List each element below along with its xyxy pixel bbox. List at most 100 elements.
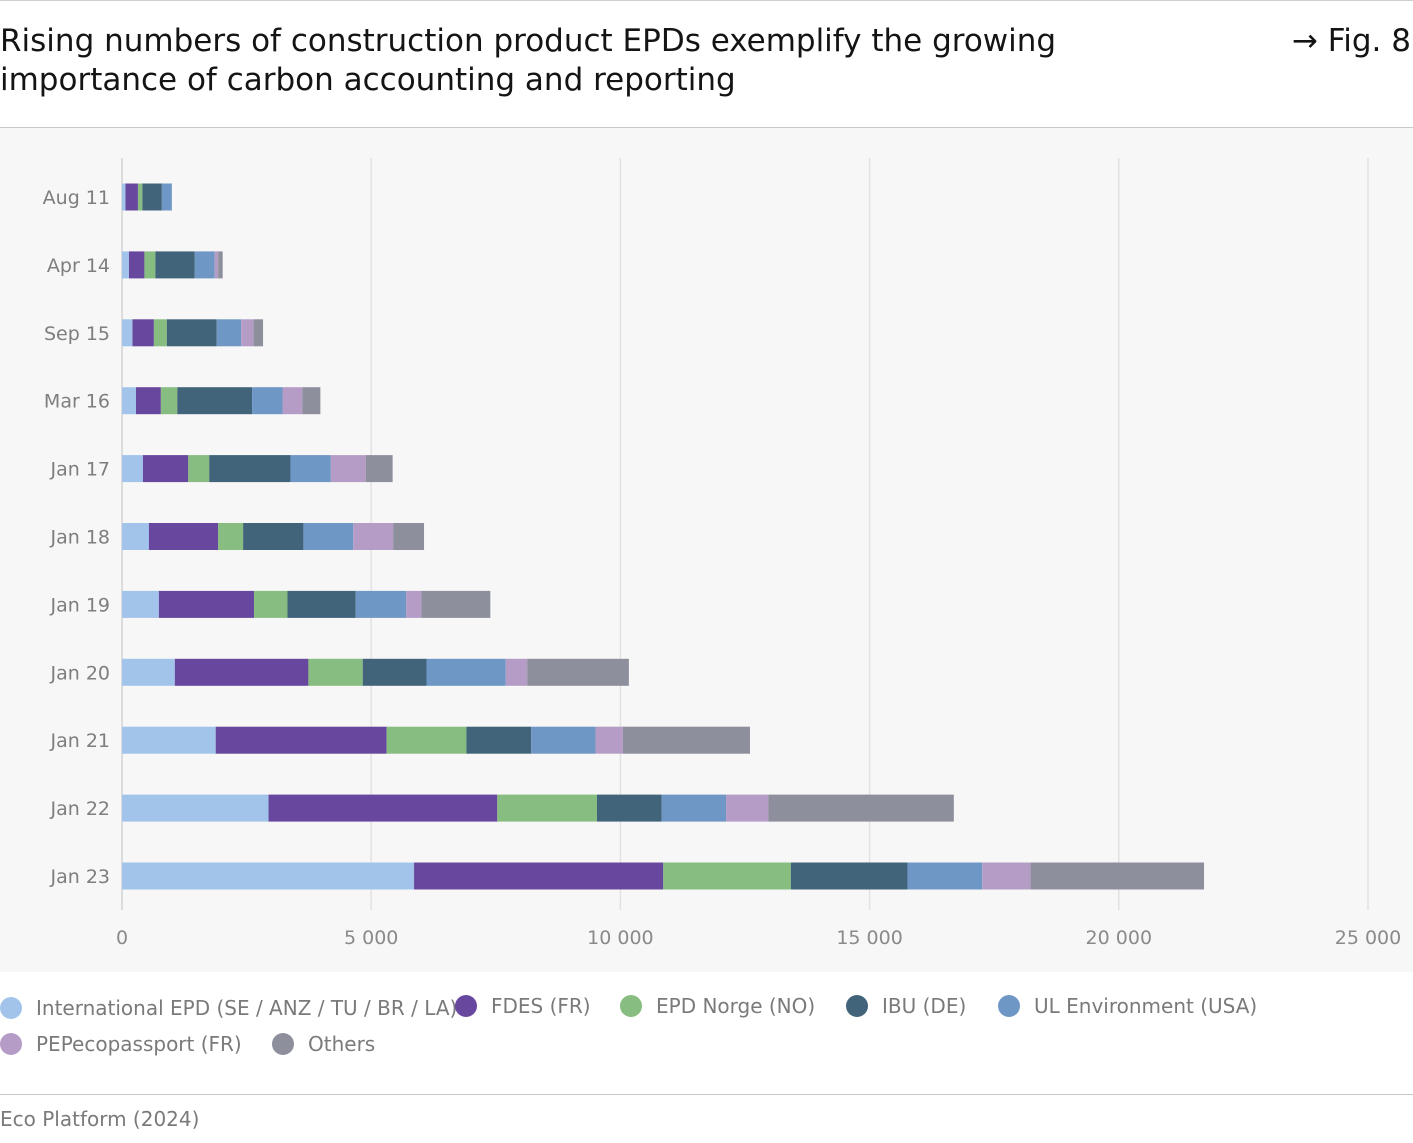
bar-segment xyxy=(1030,862,1205,890)
bar-segment xyxy=(128,251,145,279)
bar-segment xyxy=(527,658,629,686)
bar-segment xyxy=(122,590,159,618)
legend-item: IBU (DE) xyxy=(846,994,966,1018)
bar-segment xyxy=(216,319,242,347)
legend-item: Others xyxy=(272,1032,375,1056)
source-note: Eco Platform (2024) xyxy=(0,1107,200,1131)
y-category-label: Jan 21 xyxy=(49,730,110,752)
chart-panel: 0 5 000 10 000 15 000 20 000 25 000 Aug 11 Apr … xyxy=(0,128,1413,972)
bar-segment xyxy=(282,387,303,415)
legend-swatch xyxy=(0,1033,22,1055)
bar-segment xyxy=(596,794,662,822)
bar-segment xyxy=(174,658,309,686)
figure-reference: → Fig. 8 xyxy=(1291,23,1411,59)
legend-swatch xyxy=(620,995,642,1017)
chart-title: Rising numbers of construction product E… xyxy=(0,23,1057,98)
legend-label: IBU (DE) xyxy=(882,994,967,1018)
bar-segment xyxy=(268,794,498,822)
bar-segment xyxy=(177,387,253,415)
bar-segment xyxy=(353,523,394,550)
x-tick-label: 15 000 xyxy=(836,927,902,949)
legend-label: International EPD (SE / ANZ / TU / BR / … xyxy=(36,996,458,1020)
y-category-label: Jan 18 xyxy=(49,527,110,549)
bar-segment xyxy=(125,183,138,211)
bar-segment xyxy=(386,726,467,754)
legend-label: FDES (FR) xyxy=(491,994,591,1018)
bar-segment xyxy=(122,319,133,347)
y-category-label: Mar 16 xyxy=(44,391,110,413)
bar-segment xyxy=(209,455,291,483)
y-category-label: Apr 14 xyxy=(47,255,110,277)
bar-segment xyxy=(308,658,363,686)
bar-segment xyxy=(290,455,331,483)
title-divider xyxy=(0,127,1413,128)
legend-item: FDES (FR) xyxy=(455,994,591,1018)
bar-segment xyxy=(142,455,189,483)
bar-segment xyxy=(122,862,415,890)
bar-segment xyxy=(406,590,422,618)
bar-segment xyxy=(158,590,255,618)
bar-segment xyxy=(122,726,216,754)
top-rule xyxy=(0,0,1413,1)
bar-segment xyxy=(790,862,908,890)
y-category-label: Sep 15 xyxy=(44,323,110,345)
bar-segment xyxy=(122,455,143,483)
legend-item: UL Environment (USA) xyxy=(998,994,1257,1018)
legend-swatch xyxy=(846,995,868,1017)
x-tick-label: 0 xyxy=(116,927,128,949)
bar-segment xyxy=(214,251,219,279)
bar-segment xyxy=(243,523,304,550)
x-tick-label: 5 000 xyxy=(344,927,398,949)
bar-segment xyxy=(122,183,126,211)
x-tick-label: 20 000 xyxy=(1086,927,1152,949)
bar-segment xyxy=(241,319,254,347)
bar-segment xyxy=(726,794,769,822)
legend-swatch xyxy=(0,997,22,1019)
bar-segment xyxy=(302,387,321,415)
y-category-label: Jan 22 xyxy=(49,798,110,820)
y-category-label: Jan 19 xyxy=(49,594,110,616)
x-tick-label: 10 000 xyxy=(587,927,653,949)
y-category-label: Aug 11 xyxy=(43,187,110,209)
legend-label: EPD Norge (NO) xyxy=(656,994,816,1018)
bar-segment xyxy=(218,251,223,279)
bar-segment xyxy=(253,319,264,347)
bar-segment xyxy=(254,590,288,618)
bar-segment xyxy=(161,183,172,211)
bar-segment xyxy=(122,251,129,279)
bar-segment xyxy=(505,658,528,686)
bar-segment xyxy=(768,794,954,822)
bar-segment xyxy=(142,183,162,211)
bar-segment xyxy=(122,523,149,550)
bar-segment xyxy=(122,658,175,686)
bar-segment xyxy=(122,387,136,415)
bar-segment xyxy=(287,590,356,618)
bar-segment xyxy=(414,862,664,890)
legend-item: International EPD (SE / ANZ / TU / BR / … xyxy=(0,996,457,1020)
legend-item: EPD Norge (NO) xyxy=(620,994,815,1018)
bar-segment xyxy=(166,319,217,347)
bar-segment xyxy=(661,794,727,822)
bar-segment xyxy=(355,590,407,618)
bar-segment xyxy=(982,862,1031,890)
bar-segment xyxy=(595,726,623,754)
bar-segment xyxy=(393,523,425,550)
bar-segment xyxy=(303,523,354,550)
bar-segment xyxy=(132,319,154,347)
bar-segment xyxy=(122,794,269,822)
bar-segment xyxy=(137,183,143,211)
bar-segment xyxy=(497,794,597,822)
bar-segment xyxy=(135,387,161,415)
bar-segment xyxy=(194,251,215,279)
bar-segment xyxy=(907,862,983,890)
bar-segment xyxy=(330,455,366,483)
y-category-label: Jan 23 xyxy=(49,866,110,888)
bar-segment xyxy=(153,319,167,347)
bar-chart: 0 5 000 10 000 15 000 20 000 25 000 Aug 11 Apr … xyxy=(43,158,1401,949)
bar-segment xyxy=(622,726,750,754)
bar-segment xyxy=(218,523,244,550)
legend-swatch xyxy=(998,995,1020,1017)
legend-label: UL Environment (USA) xyxy=(1034,994,1258,1018)
bar-segment xyxy=(188,455,210,483)
bar-segment xyxy=(466,726,532,754)
